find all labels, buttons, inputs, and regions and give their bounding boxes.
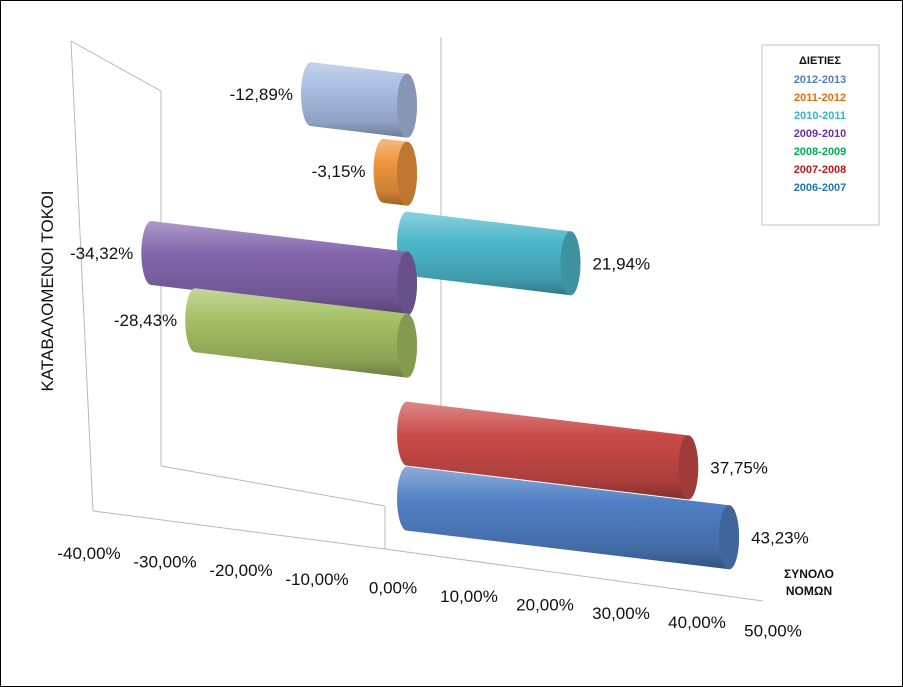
x-tick-label: -30,00% bbox=[133, 553, 196, 572]
bar-cap bbox=[397, 313, 417, 378]
x-tick-label: 20,00% bbox=[516, 596, 574, 615]
bar-body bbox=[185, 288, 418, 378]
x-tick-label: -40,00% bbox=[57, 544, 120, 563]
bar-cap bbox=[397, 141, 417, 206]
legend-title: ΔΙΕΤΙΕΣ bbox=[799, 55, 841, 67]
bar-cap bbox=[397, 73, 417, 138]
data-label-2006-2007: 43,23% bbox=[751, 528, 809, 547]
bar-2007-2008 bbox=[397, 401, 699, 500]
data-label-2007-2008: 37,75% bbox=[710, 458, 768, 477]
bar-cap bbox=[678, 435, 699, 500]
bar-cap bbox=[560, 231, 581, 296]
bar-2012-2013 bbox=[300, 62, 418, 138]
x-tick-label: -10,00% bbox=[285, 570, 348, 589]
bar-body bbox=[397, 401, 699, 500]
legend-item-2010-2011: 2010-2011 bbox=[794, 110, 846, 122]
legend-item-2012-2013: 2012-2013 bbox=[794, 74, 847, 86]
bar-cap bbox=[397, 251, 417, 316]
x-tick-label: 10,00% bbox=[440, 587, 498, 606]
x-tick-label: 40,00% bbox=[668, 613, 726, 632]
bar-body bbox=[300, 62, 418, 138]
bar-2006-2007 bbox=[397, 466, 740, 570]
frame-line bbox=[384, 548, 764, 602]
bar-body bbox=[397, 466, 740, 570]
frame-line bbox=[160, 465, 386, 507]
x-tick-label: 30,00% bbox=[592, 604, 650, 623]
data-label-2012-2013: -12,89% bbox=[230, 85, 293, 104]
data-label-2009-2010: -34,32% bbox=[70, 244, 133, 263]
x-tick-label: 0,00% bbox=[369, 578, 417, 597]
category-label-line-2: ΝΟΜΩΝ bbox=[786, 584, 832, 598]
bars bbox=[141, 62, 740, 570]
y-axis-title: ΚΑΤΑΒΑΛΟΜΕΝΟΙ ΤΟΚΟΙ bbox=[38, 191, 57, 392]
data-label-2008-2009: -28,43% bbox=[114, 311, 177, 330]
x-tick-label: -20,00% bbox=[209, 561, 272, 580]
x-tick-label: 50,00% bbox=[744, 621, 802, 640]
frame-line bbox=[70, 40, 94, 512]
legend-item-2009-2010: 2009-2010 bbox=[794, 128, 847, 140]
data-labels: -12,89% -3,15% 21,94% -34,32% -28,43% 37,75% 4… bbox=[70, 85, 809, 547]
legend-item-2011-2012: 2011-2012 bbox=[794, 92, 846, 104]
bar-body bbox=[396, 211, 581, 296]
legend: ΔΙΕΤΙΕΣ 2012-2013 2011-2012 2010-2011 2009-… bbox=[761, 44, 880, 226]
bar-2010-2011 bbox=[396, 211, 581, 296]
category-label-line-1: ΣΥΝΟΛΟ bbox=[784, 567, 834, 581]
data-label-2011-2012: -3,15% bbox=[312, 162, 366, 181]
bar-cap bbox=[719, 505, 740, 570]
data-label-2010-2011: 21,94% bbox=[592, 254, 650, 273]
legend-item-2006-2007: 2006-2007 bbox=[794, 182, 847, 194]
legend-item-2008-2009: 2008-2009 bbox=[794, 146, 847, 158]
legend-item-2007-2008: 2007-2008 bbox=[794, 164, 847, 176]
bar-2008-2009 bbox=[185, 288, 418, 378]
frame-line bbox=[70, 40, 162, 92]
legend-box bbox=[761, 44, 880, 226]
bar-2011-2012 bbox=[373, 138, 418, 206]
frame-line bbox=[92, 510, 386, 550]
x-axis-ticks: -40,00% -30,00% -20,00% -10,00% 0,00% 10,00% 2… bbox=[57, 544, 802, 640]
